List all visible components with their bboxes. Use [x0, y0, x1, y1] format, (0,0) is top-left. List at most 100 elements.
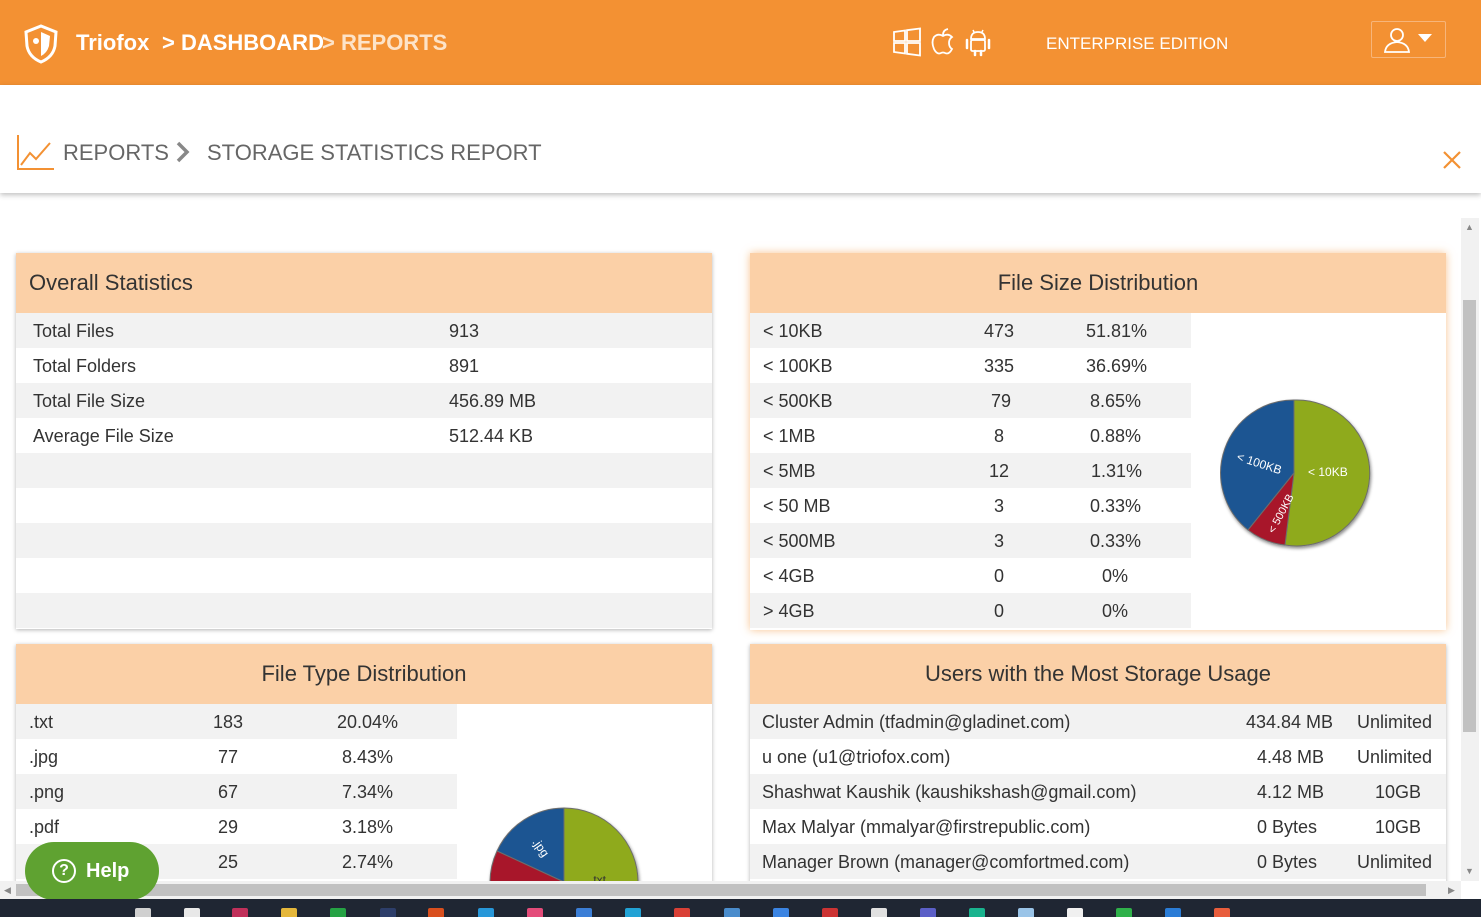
file-count: 25	[218, 852, 239, 872]
help-button[interactable]: ? Help	[25, 842, 159, 900]
android-icon[interactable]	[963, 27, 993, 57]
taskbar-app-icon[interactable]	[527, 908, 543, 917]
file-count: 12	[989, 461, 1010, 481]
taskbar-app-icon[interactable]	[1018, 908, 1034, 917]
file-percent: 8.65%	[1090, 391, 1142, 411]
pie-label-10kb: < 10KB	[1308, 465, 1348, 479]
taskbar-app-icon[interactable]	[822, 908, 838, 917]
scroll-left-arrow-icon[interactable]: ◀	[4, 885, 11, 895]
file-type-pie-chart: .jpg .txt	[489, 807, 639, 884]
edition-label: ENTERPRISE EDITION	[1046, 34, 1229, 53]
file-percent: 0.33%	[1090, 531, 1142, 551]
file-extension: .pdf	[29, 817, 60, 837]
user-usage: 4.12 MB	[1257, 782, 1325, 802]
reports-breadcrumb[interactable]: REPORTS	[63, 140, 169, 165]
file-count: 67	[218, 782, 239, 802]
stat-value: 891	[449, 356, 480, 376]
horizontal-scroll-thumb[interactable]	[16, 884, 1426, 896]
taskbar-app-icon[interactable]	[478, 908, 494, 917]
users-storage-panel: Users with the Most Storage Usage Cluste…	[750, 644, 1446, 884]
taskbar-app-icon[interactable]	[184, 908, 200, 917]
table-row: Manager Brown (manager@comfortmed.com) 0 …	[750, 844, 1446, 879]
report-title-bar: REPORTS STORAGE STATISTICS REPORT	[0, 85, 1481, 193]
size-bucket: < 4GB	[763, 566, 815, 586]
taskbar-app-icon[interactable]	[380, 908, 396, 917]
app-name[interactable]: Triofox	[76, 30, 150, 55]
file-extension: .jpg	[29, 747, 59, 767]
taskbar-app-icon[interactable]	[920, 908, 936, 917]
page-title: STORAGE STATISTICS REPORT	[207, 140, 542, 165]
taskbar-app-icon[interactable]	[773, 908, 789, 917]
size-bucket: < 500KB	[763, 391, 833, 411]
pie-label-txt: .txt	[590, 873, 607, 884]
triofox-logo-icon[interactable]	[22, 24, 60, 64]
table-row: < 4GB 0 0%	[750, 558, 1191, 593]
table-row: < 100KB 335 36.69%	[750, 348, 1191, 383]
taskbar-app-icon[interactable]	[281, 908, 297, 917]
size-bucket: < 1MB	[763, 426, 816, 446]
file-percent: 0.33%	[1090, 496, 1142, 516]
file-percent: 8.43%	[342, 747, 394, 767]
file-count: 3	[994, 531, 1005, 551]
taskbar-app-icon[interactable]	[969, 908, 985, 917]
empty-row	[16, 593, 712, 628]
file-count: 3	[994, 496, 1005, 516]
file-count: 335	[984, 356, 1015, 376]
taskbar-app-icon[interactable]	[135, 908, 151, 917]
question-icon: ?	[52, 859, 76, 883]
file-percent: 3.18%	[342, 817, 394, 837]
table-row: .pdf 29 3.18%	[16, 809, 457, 844]
file-percent: 0%	[1102, 566, 1129, 586]
table-row: < 5MB 12 1.31%	[750, 453, 1191, 488]
stat-label: Total Folders	[33, 356, 137, 376]
scroll-up-arrow-icon[interactable]: ▲	[1465, 222, 1474, 232]
taskbar-app-icon[interactable]	[1116, 908, 1132, 917]
user-quota: Unlimited	[1357, 852, 1433, 872]
user-usage: 434.84 MB	[1246, 712, 1334, 732]
taskbar-app-icon[interactable]	[871, 908, 887, 917]
pie-slice-txt	[563, 807, 639, 883]
help-label: Help	[86, 860, 130, 882]
table-row: Average File Size 512.44 KB	[16, 418, 712, 453]
apple-icon[interactable]	[928, 27, 958, 57]
taskbar-app-icon[interactable]	[724, 908, 740, 917]
taskbar-app-icon[interactable]	[232, 908, 248, 917]
file-size-distribution-title: File Size Distribution	[750, 253, 1446, 313]
taskbar-app-icon[interactable]	[1067, 908, 1083, 917]
table-row: Total Files 913	[16, 313, 712, 348]
empty-row	[16, 488, 712, 523]
taskbar-app-icon[interactable]	[625, 908, 641, 917]
breadcrumb-reports: > REPORTS	[322, 30, 448, 55]
taskbar-app-icon[interactable]	[428, 908, 444, 917]
scroll-right-arrow-icon[interactable]: ▶	[1448, 885, 1455, 895]
table-row: < 500MB 3 0.33%	[750, 523, 1191, 558]
taskbar-app-icon[interactable]	[576, 908, 592, 917]
file-count: 79	[991, 391, 1012, 411]
empty-row	[16, 453, 712, 488]
chart-line-icon	[17, 135, 54, 170]
scroll-down-arrow-icon[interactable]: ▼	[1465, 866, 1474, 876]
windows-icon[interactable]	[892, 27, 922, 57]
file-percent: 20.04%	[337, 712, 399, 732]
user-name: Cluster Admin (tfadmin@gladinet.com)	[762, 712, 1071, 732]
vertical-scroll-thumb[interactable]	[1463, 300, 1476, 732]
table-row: Shashwat Kaushik (kaushikshash@gmail.com…	[750, 774, 1446, 809]
table-row: < 50 MB 3 0.33%	[750, 488, 1191, 523]
taskbar-app-icon[interactable]	[1214, 908, 1230, 917]
file-count: 183	[213, 712, 244, 732]
size-bucket: < 500MB	[763, 531, 836, 551]
taskbar-app-icon[interactable]	[1165, 908, 1181, 917]
user-icon	[1383, 28, 1411, 53]
file-percent: 0%	[1102, 601, 1129, 621]
pie-slice-10kb	[1284, 399, 1371, 547]
taskbar-app-icon[interactable]	[674, 908, 690, 917]
breadcrumb-dashboard[interactable]: > DASHBOARD	[162, 30, 324, 55]
user-menu-button[interactable]	[1371, 21, 1446, 58]
file-count: 473	[984, 321, 1015, 341]
close-icon[interactable]	[1441, 149, 1463, 171]
stat-label: Total File Size	[33, 391, 146, 411]
taskbar-app-icon[interactable]	[330, 908, 346, 917]
overall-statistics-title: Overall Statistics	[16, 253, 712, 313]
file-type-table: .txt 183 20.04% .jpg 77 8.43% .png 67 7.34% .p…	[16, 704, 457, 879]
file-percent: 1.31%	[1091, 461, 1143, 481]
